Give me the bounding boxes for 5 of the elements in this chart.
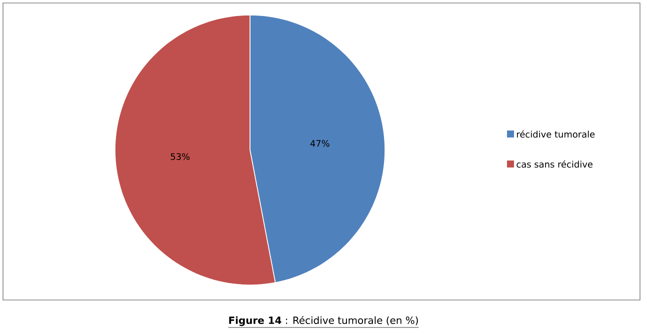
data-label: 47% [310,140,330,147]
legend-label: récidive tumorale [517,130,595,138]
text: Figure 14 : Récidive tumorale (en %) [229,316,418,326]
data-label: 53% [170,153,190,160]
legend-label: cas sans récidive [516,160,592,168]
